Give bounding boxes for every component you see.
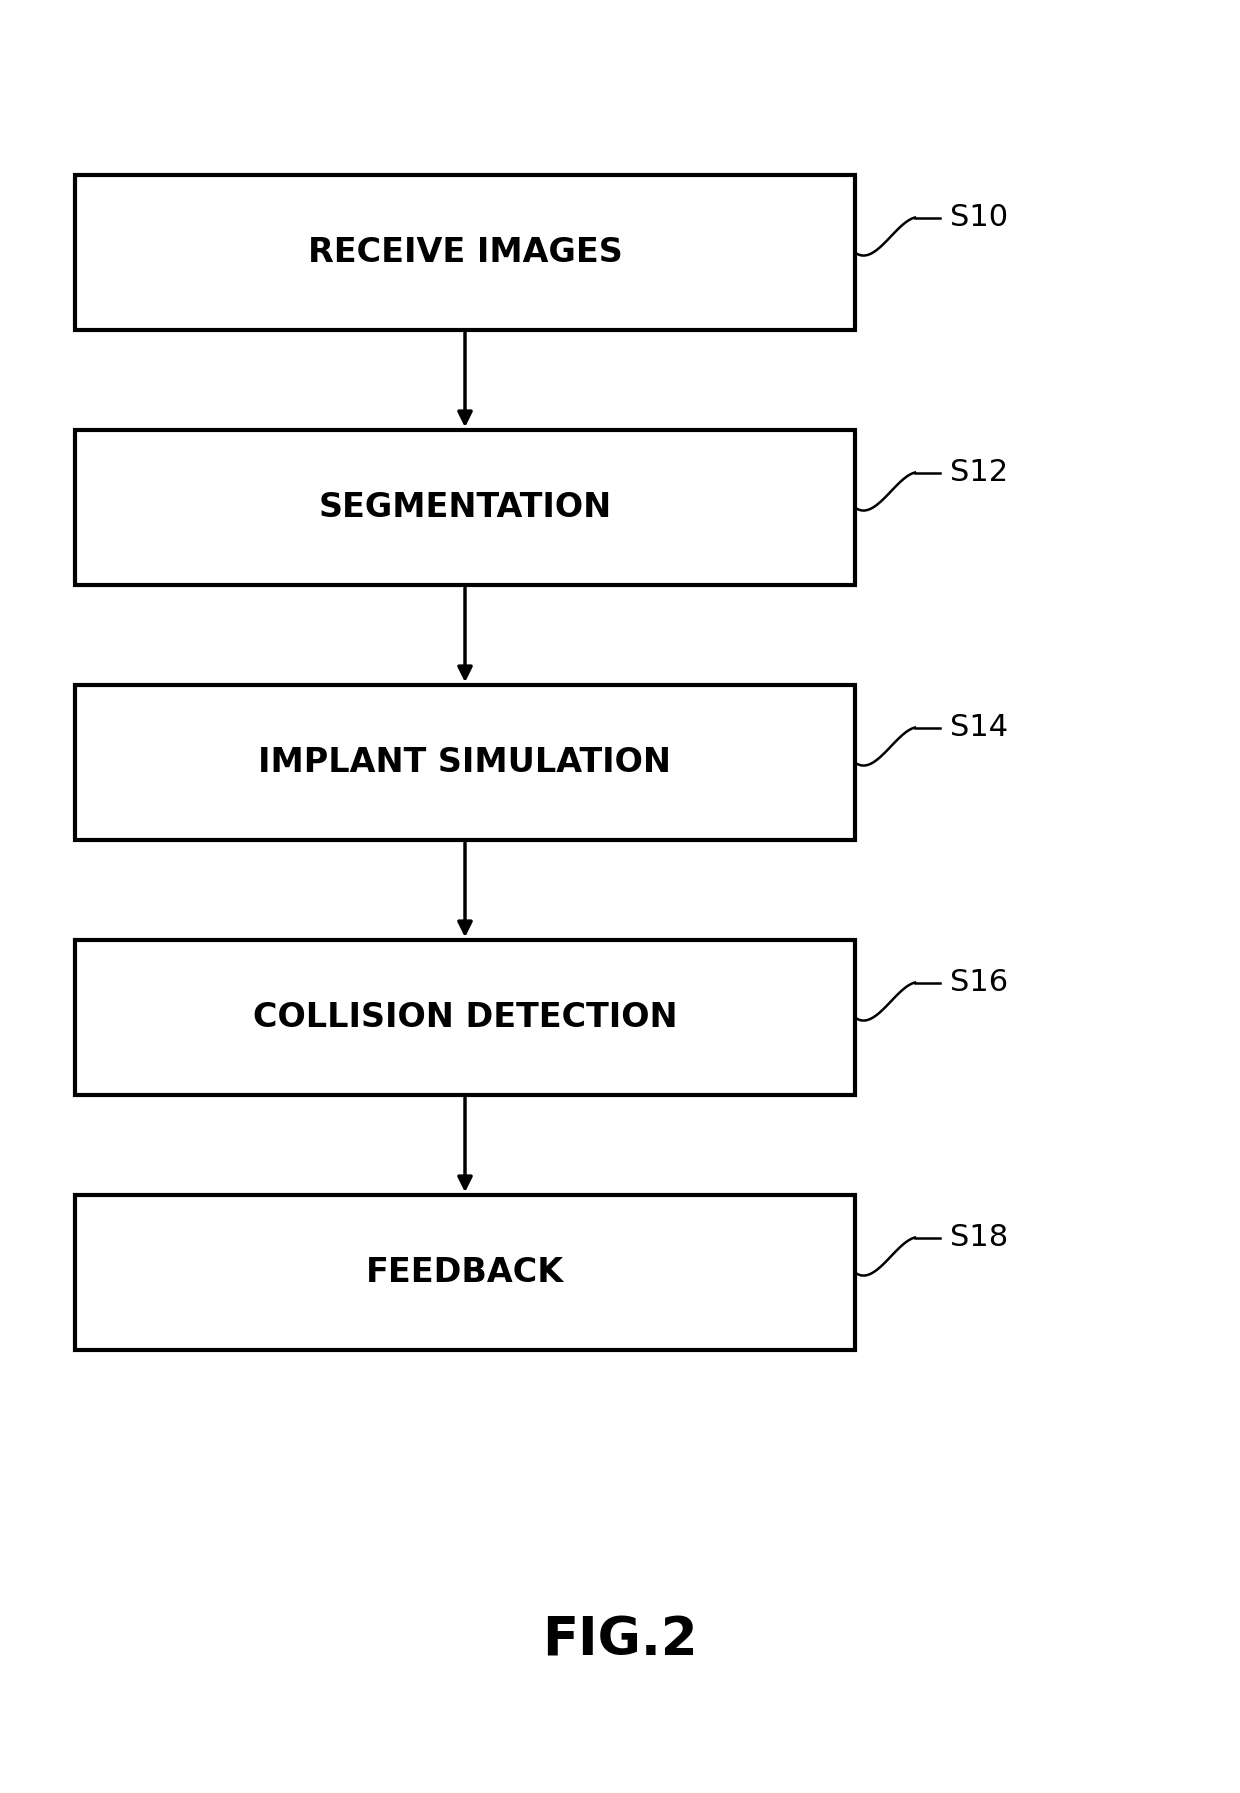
Text: S14: S14 [950, 714, 1008, 742]
Bar [74, 430, 856, 585]
Text: S12: S12 [950, 457, 1008, 488]
Text: COLLISION DETECTION: COLLISION DETECTION [253, 1000, 677, 1035]
Text: S18: S18 [950, 1223, 1008, 1252]
Bar [74, 1194, 856, 1350]
Text: S16: S16 [950, 968, 1008, 997]
Text: FIG.2: FIG.2 [542, 1614, 698, 1666]
Bar [74, 685, 856, 839]
Text: SEGMENTATION: SEGMENTATION [319, 491, 611, 524]
Bar [74, 940, 856, 1096]
Bar [74, 176, 856, 330]
Text: RECEIVE IMAGES: RECEIVE IMAGES [308, 237, 622, 269]
Text: S10: S10 [950, 203, 1008, 231]
Text: FEEDBACK: FEEDBACK [366, 1257, 564, 1289]
Text: IMPLANT SIMULATION: IMPLANT SIMULATION [258, 746, 672, 778]
